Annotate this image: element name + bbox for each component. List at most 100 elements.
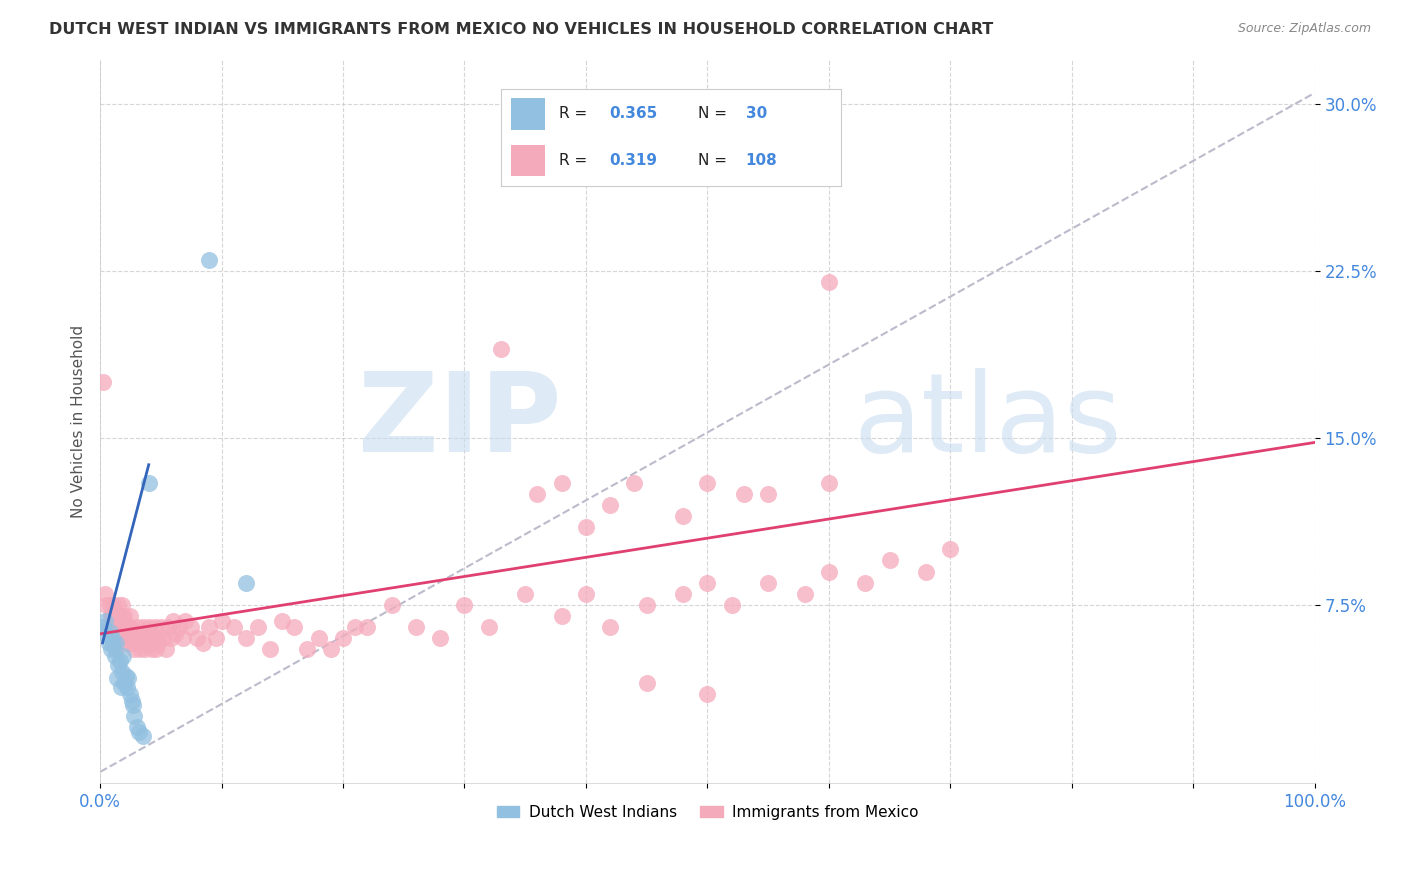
Point <box>204 632 226 646</box>
Point <box>107 609 129 624</box>
Point <box>550 475 572 490</box>
Point <box>344 620 367 634</box>
Text: ZIP: ZIP <box>359 368 561 475</box>
Point <box>128 724 150 739</box>
Point <box>733 486 755 500</box>
Text: DUTCH WEST INDIAN VS IMMIGRANTS FROM MEXICO NO VEHICLES IN HOUSEHOLD CORRELATION: DUTCH WEST INDIAN VS IMMIGRANTS FROM MEX… <box>49 22 994 37</box>
Point <box>180 620 202 634</box>
Point <box>162 614 184 628</box>
Point <box>149 620 172 634</box>
Point <box>672 587 695 601</box>
Point <box>91 376 114 390</box>
Point <box>124 632 146 646</box>
Point <box>117 620 139 634</box>
Point <box>143 620 166 634</box>
Point <box>112 620 135 634</box>
Point <box>152 632 174 646</box>
Point <box>138 620 160 634</box>
Point <box>193 636 215 650</box>
Point <box>259 642 281 657</box>
Point <box>132 636 155 650</box>
Point <box>853 575 876 590</box>
Point <box>129 642 152 657</box>
Point <box>165 627 187 641</box>
Point <box>139 636 162 650</box>
Point <box>103 598 125 612</box>
Point <box>115 636 138 650</box>
Point <box>120 687 142 701</box>
Point <box>159 632 181 646</box>
Point <box>453 598 475 612</box>
Point <box>120 609 142 624</box>
Point <box>636 598 658 612</box>
Point <box>110 681 132 695</box>
Point <box>128 627 150 641</box>
Point <box>101 620 124 634</box>
Point <box>356 620 378 634</box>
Point <box>308 632 330 646</box>
Point <box>96 627 118 641</box>
Point <box>817 565 839 579</box>
Point <box>720 598 742 612</box>
Point <box>100 609 122 624</box>
Point <box>696 687 718 701</box>
Point <box>114 632 136 646</box>
Point <box>107 598 129 612</box>
Point <box>939 542 962 557</box>
Point <box>599 620 621 634</box>
Point <box>131 729 153 743</box>
Point <box>429 632 451 646</box>
Point <box>756 575 779 590</box>
Point <box>235 575 257 590</box>
Point <box>817 475 839 490</box>
Point <box>148 636 170 650</box>
Point <box>101 632 124 646</box>
Point <box>117 672 139 686</box>
Point <box>756 164 779 178</box>
Point <box>696 475 718 490</box>
Point <box>104 636 127 650</box>
Point <box>134 642 156 657</box>
Point <box>103 638 125 652</box>
Point <box>107 658 129 673</box>
Point <box>131 632 153 646</box>
Point <box>142 632 165 646</box>
Text: atlas: atlas <box>853 368 1122 475</box>
Point <box>478 620 501 634</box>
Point <box>91 620 114 634</box>
Point <box>696 575 718 590</box>
Point <box>756 486 779 500</box>
Legend: Dutch West Indians, Immigrants from Mexico: Dutch West Indians, Immigrants from Mexi… <box>491 799 924 826</box>
Point <box>235 632 257 646</box>
Point <box>817 275 839 289</box>
Point <box>125 620 148 634</box>
Point <box>575 520 598 534</box>
Point <box>139 627 162 641</box>
Point <box>125 720 148 734</box>
Point <box>121 636 143 650</box>
Point <box>222 620 245 634</box>
Point <box>94 587 117 601</box>
Point <box>105 620 128 634</box>
Point <box>98 624 121 639</box>
Y-axis label: No Vehicles in Household: No Vehicles in Household <box>72 325 86 518</box>
Point <box>122 709 145 723</box>
Point <box>127 636 149 650</box>
Point <box>104 620 127 634</box>
Point <box>295 642 318 657</box>
Point <box>111 665 134 679</box>
Point <box>114 669 136 683</box>
Point <box>108 632 131 646</box>
Point <box>112 632 135 646</box>
Point <box>145 642 167 657</box>
Point <box>599 498 621 512</box>
Point <box>141 642 163 657</box>
Point <box>489 342 512 356</box>
Point <box>94 614 117 628</box>
Point <box>405 620 427 634</box>
Point <box>104 642 127 657</box>
Point <box>115 681 138 695</box>
Point <box>122 627 145 641</box>
Point <box>112 609 135 624</box>
Point <box>146 632 169 646</box>
